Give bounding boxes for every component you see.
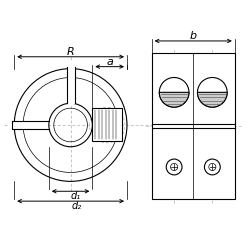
Text: R: R bbox=[67, 47, 74, 57]
Text: b: b bbox=[190, 31, 197, 41]
Wedge shape bbox=[198, 92, 227, 107]
Circle shape bbox=[170, 164, 178, 170]
Circle shape bbox=[198, 78, 227, 107]
Bar bbox=[9, 121, 48, 129]
Wedge shape bbox=[159, 92, 189, 107]
Bar bbox=[67, 62, 74, 104]
Circle shape bbox=[159, 78, 189, 107]
Bar bbox=[152, 53, 235, 199]
Text: a: a bbox=[106, 57, 113, 67]
Text: d₁: d₁ bbox=[70, 191, 81, 201]
Circle shape bbox=[204, 159, 220, 175]
Text: d₂: d₂ bbox=[72, 201, 82, 211]
Circle shape bbox=[166, 159, 182, 175]
Circle shape bbox=[209, 164, 216, 170]
Bar bbox=[92, 108, 122, 141]
